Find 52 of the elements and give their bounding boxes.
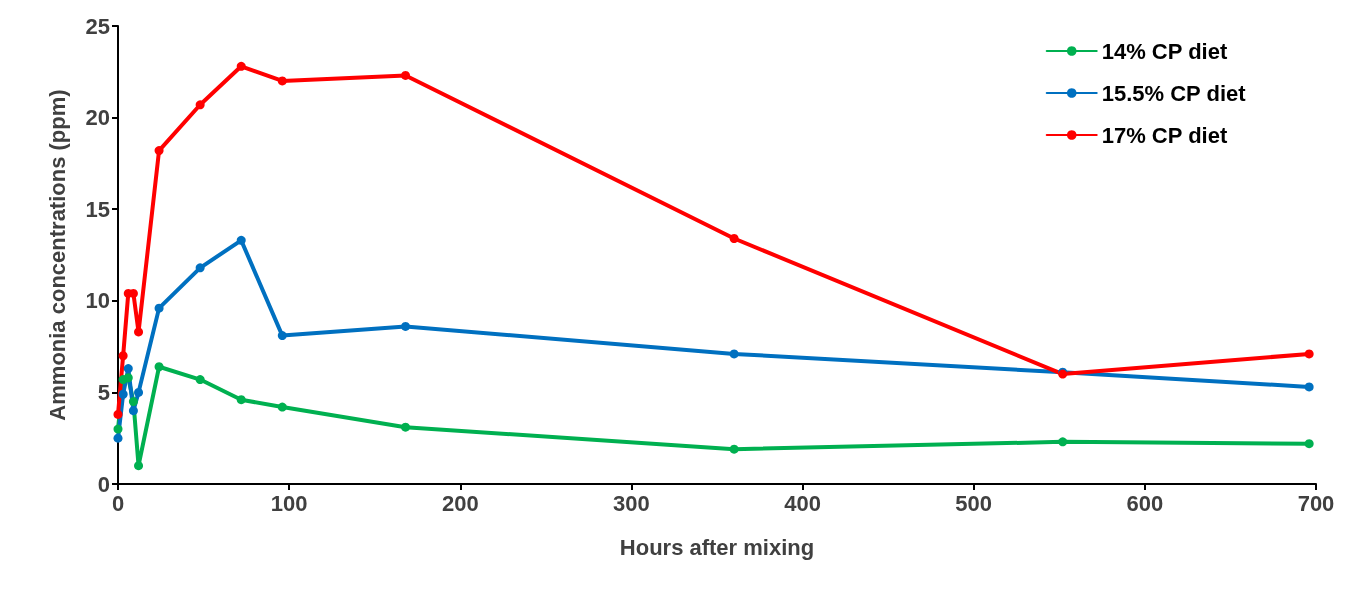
point (236, 395, 246, 405)
x-tick-label: 600 (1126, 490, 1164, 516)
y-axis-title: Ammonia concentrations (ppm) (44, 89, 70, 421)
point (118, 351, 128, 361)
point (1304, 349, 1314, 359)
point (729, 349, 739, 359)
point (236, 61, 246, 71)
point (154, 146, 164, 156)
legend-label: 17% CP diet (1101, 122, 1228, 148)
point (277, 331, 287, 341)
point (1304, 382, 1314, 392)
y-tick-label: 5 (97, 379, 110, 405)
point (113, 424, 123, 434)
legend-label: 15.5% CP diet (1101, 80, 1247, 106)
point (1304, 439, 1314, 449)
point (236, 235, 246, 245)
point (123, 364, 133, 374)
x-axis-title: Hours after mixing (619, 534, 815, 560)
point (401, 422, 411, 432)
point (195, 263, 205, 273)
y-tick-label: 20 (85, 105, 110, 131)
point (401, 70, 411, 80)
point (154, 362, 164, 372)
x-tick-label: 400 (784, 490, 821, 516)
point (128, 397, 138, 407)
point (401, 321, 411, 331)
y-tick-label: 15 (85, 196, 110, 222)
point (113, 433, 123, 443)
point (195, 375, 205, 385)
y-tick-label: 0 (97, 471, 110, 497)
y-tick-label: 10 (85, 288, 110, 314)
x-tick-label: 300 (613, 490, 650, 516)
point (123, 373, 133, 383)
legend-label: 14% CP diet (1101, 38, 1228, 64)
x-tick-label: 700 (1297, 490, 1335, 516)
point (729, 234, 739, 244)
point (195, 100, 205, 110)
point (134, 461, 144, 471)
x-tick-label: 100 (270, 490, 308, 516)
point (277, 402, 287, 412)
point (1058, 437, 1068, 447)
point (134, 327, 144, 337)
point (113, 409, 123, 419)
y-tick-label: 25 (85, 13, 110, 39)
x-tick-label: 500 (955, 490, 993, 516)
point (134, 387, 144, 397)
point (128, 406, 138, 416)
point (729, 444, 739, 454)
point (154, 303, 164, 313)
x-tick-label: 200 (441, 490, 479, 516)
point (277, 76, 287, 86)
point (118, 389, 128, 399)
